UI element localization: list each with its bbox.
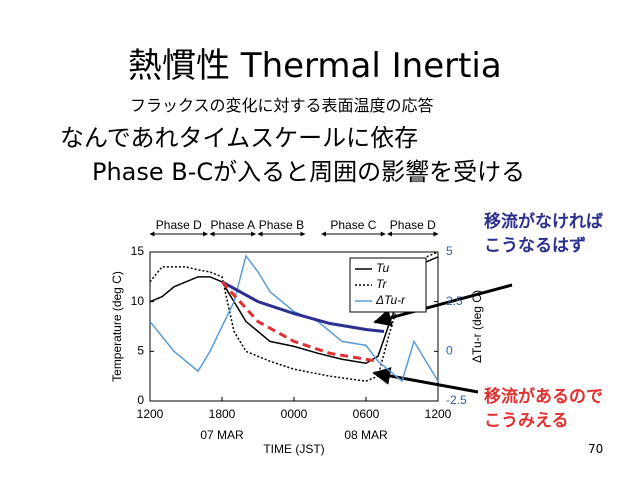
y2-tick-label: 0 — [446, 344, 453, 358]
legend-label: ΔTu-r — [375, 293, 406, 307]
x-tick-label: 1200 — [425, 407, 452, 421]
y-axis-label: Temperature (deg C) — [110, 271, 124, 382]
slide-title: 熱慣性 Thermal Inertia — [128, 46, 502, 86]
y-tick-label: 10 — [131, 294, 145, 308]
annotation-line: 移流があるので — [484, 387, 603, 407]
y-tick-label: 15 — [131, 244, 145, 258]
date-label: 07 MAR — [200, 428, 244, 442]
y-tick-label: 5 — [137, 344, 144, 358]
legend-box — [349, 257, 427, 313]
annotation-line: こうなるはず — [484, 236, 586, 256]
phase-label: Phase D — [156, 218, 202, 232]
phase-label: Phase C — [330, 218, 376, 232]
series-line — [221, 280, 385, 333]
y-tick-label: 0 — [137, 393, 144, 407]
x-tick-label: 1200 — [137, 407, 164, 421]
series-line — [220, 280, 379, 363]
x-tick-label: 0600 — [353, 407, 380, 421]
annotation-line: 移流がなければ — [484, 212, 603, 232]
annotation: 移流がなければ こうなるはず — [484, 210, 603, 258]
phase-label: Phase A — [210, 218, 255, 232]
y2-tick-label: -2.5 — [446, 393, 467, 407]
x-axis-label: TIME (JST) — [263, 442, 324, 456]
arrow — [372, 367, 479, 394]
arrow — [373, 283, 513, 327]
page-number: 70 — [588, 442, 604, 456]
date-label: 08 MAR — [344, 428, 388, 442]
phase-label: Phase B — [259, 218, 304, 232]
phase-label: Phase D — [390, 218, 436, 232]
y2-axis-label: ΔTu-r (deg C) — [470, 290, 484, 363]
legend-label: Tu — [376, 261, 389, 275]
legend-label: Tr — [376, 277, 387, 291]
slide-subtitle: フラックスの変化に対する表面温度の応答 — [130, 96, 434, 115]
series-line — [149, 254, 439, 383]
body-line: なんであれタイムスケールに依存 — [60, 124, 419, 152]
x-tick-label: 0000 — [281, 407, 308, 421]
annotation: 移流があるので こうみえる — [484, 385, 603, 433]
body-line: Phase B-Cが入ると周囲の影響を受ける — [92, 158, 526, 186]
annotation-line: こうみえる — [484, 411, 569, 431]
y2-tick-label: 5 — [446, 244, 453, 258]
y2-tick-label: 2.5 — [446, 294, 463, 308]
x-tick-label: 1800 — [209, 407, 236, 421]
